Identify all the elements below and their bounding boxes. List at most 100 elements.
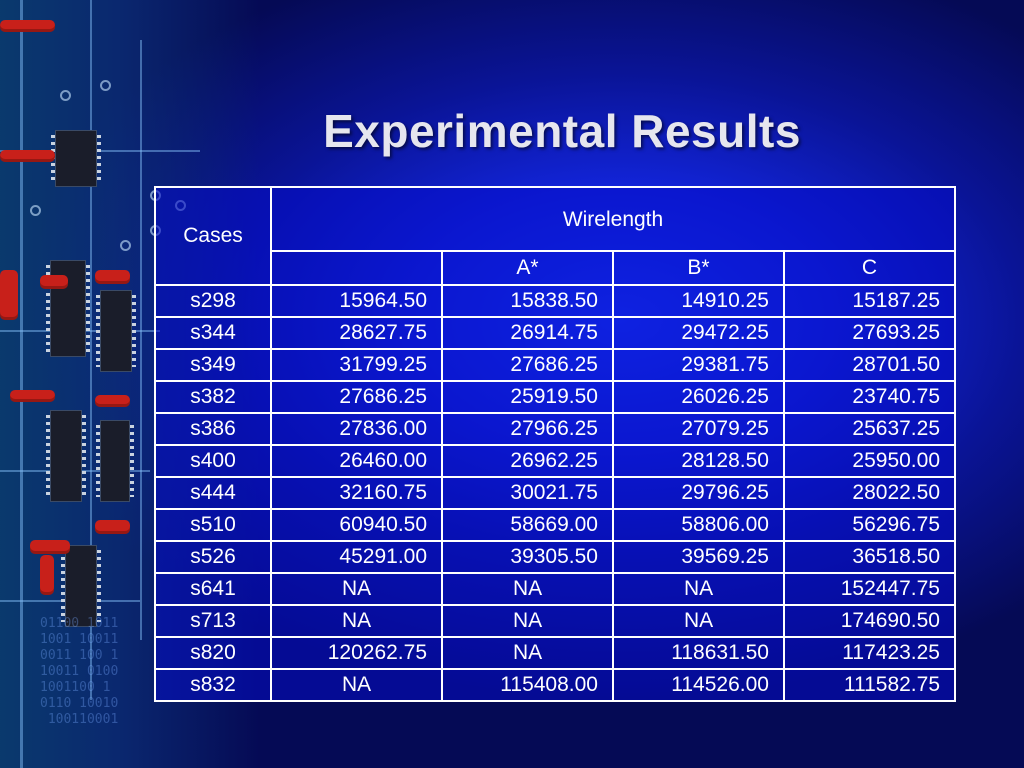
results-body: s298 15964.50 15838.50 14910.25 15187.25 s344… bbox=[153, 284, 957, 702]
value-cell: 15964.50 bbox=[270, 284, 444, 318]
capacitor-icon bbox=[95, 520, 130, 534]
value-cell: 39569.25 bbox=[611, 540, 785, 574]
slide-title: Experimental Results bbox=[323, 105, 801, 157]
circuit-trace bbox=[140, 40, 142, 640]
value-cell: NA bbox=[270, 572, 444, 606]
value-cell: 26962.25 bbox=[441, 444, 614, 478]
capacitor-icon bbox=[40, 555, 54, 595]
value-cell: 23740.75 bbox=[782, 380, 957, 414]
results-table: Cases Wirelength A* B* C s298 15964.50 158… bbox=[153, 186, 957, 702]
chip-icon bbox=[96, 290, 136, 372]
solder-pad-icon bbox=[30, 205, 41, 216]
table-row: s344 28627.75 26914.75 29472.25 27693.25 bbox=[153, 316, 957, 350]
case-cell: s344 bbox=[153, 316, 273, 350]
value-cell: NA bbox=[441, 572, 614, 606]
value-cell: 174690.50 bbox=[782, 604, 957, 638]
table-row: s349 31799.25 27686.25 29381.75 28701.50 bbox=[153, 348, 957, 382]
subheader-c: C bbox=[782, 250, 957, 286]
value-cell: 120262.75 bbox=[270, 636, 444, 670]
value-cell: 26026.25 bbox=[611, 380, 785, 414]
table-row: s510 60940.50 58669.00 58806.00 56296.75 bbox=[153, 508, 957, 542]
value-cell: NA bbox=[270, 668, 444, 702]
solder-pad-icon bbox=[60, 90, 71, 101]
value-cell: 36518.50 bbox=[782, 540, 957, 574]
binary-digits-decoration: 01100 1011 1001 10011 0011 100 1 10011 0… bbox=[40, 616, 119, 727]
solder-pad-icon bbox=[100, 80, 111, 91]
capacitor-icon bbox=[40, 275, 68, 289]
table-row: s386 27836.00 27966.25 27079.25 25637.25 bbox=[153, 412, 957, 446]
table-row: s400 26460.00 26962.25 28128.50 25950.00 bbox=[153, 444, 957, 478]
capacitor-icon bbox=[30, 540, 70, 554]
case-cell: s713 bbox=[153, 604, 273, 638]
case-cell: s444 bbox=[153, 476, 273, 510]
solder-pad-icon bbox=[120, 240, 131, 251]
capacitor-icon bbox=[10, 390, 55, 402]
table-row: s298 15964.50 15838.50 14910.25 15187.25 bbox=[153, 284, 957, 318]
value-cell: 117423.25 bbox=[782, 636, 957, 670]
subheader-b-star: B* bbox=[611, 250, 785, 286]
capacitor-icon bbox=[95, 395, 130, 407]
value-cell: 14910.25 bbox=[611, 284, 785, 318]
value-cell: 15187.25 bbox=[782, 284, 957, 318]
table-row: s832 NA 115408.00 114526.00 111582.75 bbox=[153, 668, 957, 702]
value-cell: 27836.00 bbox=[270, 412, 444, 446]
capacitor-icon bbox=[95, 270, 130, 284]
value-cell: 115408.00 bbox=[441, 668, 614, 702]
value-cell: 26914.75 bbox=[441, 316, 614, 350]
value-cell: 28022.50 bbox=[782, 476, 957, 510]
circuit-trace bbox=[90, 0, 92, 700]
case-cell: s386 bbox=[153, 412, 273, 446]
table-subheader-row: A* B* C bbox=[155, 250, 957, 286]
value-cell: 30021.75 bbox=[441, 476, 614, 510]
case-cell: s382 bbox=[153, 380, 273, 414]
value-cell: 28627.75 bbox=[270, 316, 444, 350]
value-cell: 27686.25 bbox=[441, 348, 614, 382]
value-cell: 28701.50 bbox=[782, 348, 957, 382]
value-cell: NA bbox=[270, 604, 444, 638]
chip-icon bbox=[46, 410, 86, 502]
value-cell: 26460.00 bbox=[270, 444, 444, 478]
value-cell: 56296.75 bbox=[782, 508, 957, 542]
value-cell: 27966.25 bbox=[441, 412, 614, 446]
table-row: s526 45291.00 39305.50 39569.25 36518.50 bbox=[153, 540, 957, 574]
case-cell: s820 bbox=[153, 636, 273, 670]
chip-icon bbox=[61, 545, 101, 627]
value-cell: 27686.25 bbox=[270, 380, 444, 414]
chip-icon bbox=[46, 260, 90, 357]
value-cell: NA bbox=[441, 604, 614, 638]
value-cell: 27693.25 bbox=[782, 316, 957, 350]
value-cell: 25919.50 bbox=[441, 380, 614, 414]
subheader-base bbox=[270, 250, 444, 286]
value-cell: 25950.00 bbox=[782, 444, 957, 478]
value-cell: 39305.50 bbox=[441, 540, 614, 574]
value-cell: 15838.50 bbox=[441, 284, 614, 318]
table-row: s382 27686.25 25919.50 26026.25 23740.75 bbox=[153, 380, 957, 414]
value-cell: 58669.00 bbox=[441, 508, 614, 542]
table-row: s713 NA NA NA 174690.50 bbox=[153, 604, 957, 638]
value-cell: 118631.50 bbox=[611, 636, 785, 670]
header-cases: Cases bbox=[153, 186, 273, 286]
case-cell: s526 bbox=[153, 540, 273, 574]
value-cell: 25637.25 bbox=[782, 412, 957, 446]
capacitor-icon bbox=[0, 270, 18, 320]
value-cell: 29381.75 bbox=[611, 348, 785, 382]
case-cell: s641 bbox=[153, 572, 273, 606]
capacitor-icon bbox=[0, 20, 55, 32]
case-cell: s832 bbox=[153, 668, 273, 702]
value-cell: 29796.25 bbox=[611, 476, 785, 510]
value-cell: 45291.00 bbox=[270, 540, 444, 574]
value-cell: 27079.25 bbox=[611, 412, 785, 446]
case-cell: s510 bbox=[153, 508, 273, 542]
value-cell: 152447.75 bbox=[782, 572, 957, 606]
subheader-a-star: A* bbox=[441, 250, 614, 286]
value-cell: 58806.00 bbox=[611, 508, 785, 542]
case-cell: s298 bbox=[153, 284, 273, 318]
value-cell: NA bbox=[441, 636, 614, 670]
chip-icon bbox=[96, 420, 134, 502]
capacitor-icon bbox=[0, 150, 55, 162]
circuit-trace bbox=[20, 0, 23, 768]
table-row: s444 32160.75 30021.75 29796.25 28022.50 bbox=[153, 476, 957, 510]
value-cell: 29472.25 bbox=[611, 316, 785, 350]
table-row: s641 NA NA NA 152447.75 bbox=[153, 572, 957, 606]
value-cell: 32160.75 bbox=[270, 476, 444, 510]
